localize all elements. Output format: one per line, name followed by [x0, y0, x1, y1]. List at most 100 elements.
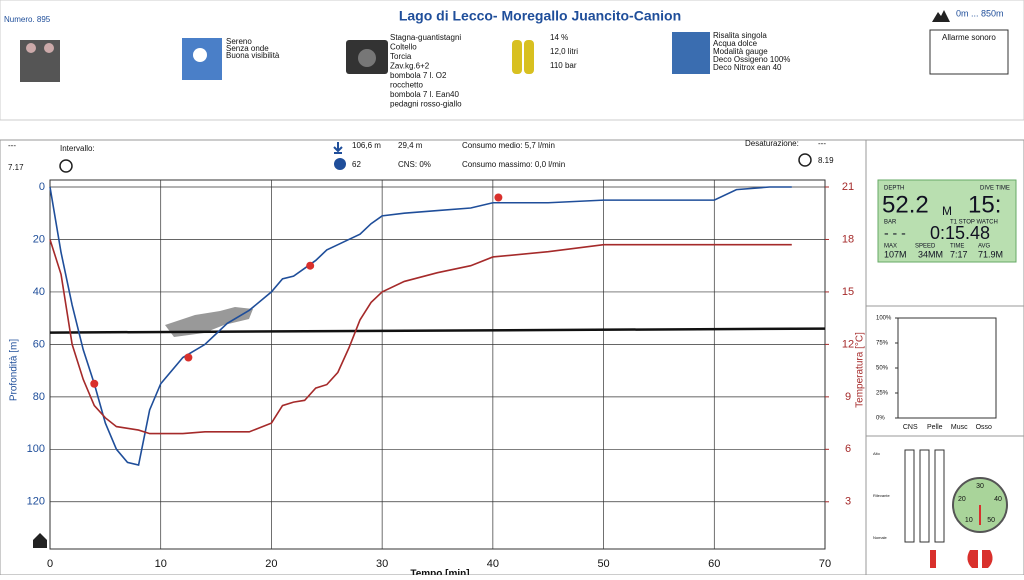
- marker: [90, 379, 99, 388]
- log-number: Numero. 895: [4, 15, 51, 24]
- saturation-level: Rilevante: [873, 493, 890, 498]
- series-line: [49, 239, 792, 435]
- saturation-column: [919, 449, 930, 543]
- alarm: Allarme sonoro: [942, 33, 996, 42]
- tissue-category: Osso: [976, 424, 992, 431]
- equipment-item: Torcia: [390, 52, 412, 61]
- tissue-category: Pelle: [927, 424, 943, 431]
- y2-tick-label: 15: [842, 286, 854, 298]
- marker: [184, 353, 193, 362]
- y-axis-label: Profondità [m]: [9, 339, 20, 401]
- y-tick-label: 60: [33, 338, 45, 350]
- lcd-max: 107M: [884, 249, 907, 259]
- start-dash: ---: [8, 141, 16, 150]
- x-tick-label: 40: [487, 558, 499, 570]
- note: Deco Ossigeno 100%: [713, 55, 790, 64]
- series-line: [49, 186, 792, 467]
- saturation-column: [904, 449, 915, 543]
- equipment-item: Zav.kg.6+2: [390, 62, 430, 71]
- x-tick-label: 30: [376, 558, 388, 570]
- equipment-item: Stagna-guantistagni: [390, 33, 461, 42]
- tissue-tick-label: 25%: [876, 391, 889, 397]
- depth-icon: [333, 142, 343, 154]
- end-clock-icon: [798, 153, 812, 167]
- lcd-stopwatch: 0:15.48: [930, 223, 990, 243]
- note: Acqua dolce: [713, 39, 758, 48]
- tissue-tick-label: 100%: [876, 316, 892, 322]
- avg-depth: 29,4 m: [398, 141, 423, 150]
- condition: Sereno: [226, 37, 252, 46]
- lcd-time2: 7:17: [950, 249, 968, 259]
- lcd-depth: 52.2: [882, 191, 929, 218]
- saturation-level: Alto: [873, 451, 881, 456]
- tissue-tick-label: 0%: [876, 416, 885, 422]
- desat-value: ---: [818, 139, 826, 148]
- gauge-tick: 30: [976, 483, 984, 490]
- header-panel: [0, 0, 1024, 121]
- condition: Buona visibilità: [226, 51, 280, 60]
- condition: Senza onde: [226, 44, 269, 53]
- cns: CNS: 0%: [398, 160, 431, 169]
- y-tick-label: 80: [33, 391, 45, 403]
- saturation-column: [934, 449, 945, 543]
- x-tick-label: 60: [708, 558, 720, 570]
- y2-tick-label: 6: [845, 443, 851, 455]
- lens: [358, 49, 376, 67]
- lcd-time-label: DIVE TIME: [980, 186, 1010, 192]
- gauge-tick: 10: [965, 517, 973, 524]
- tissue-plot: [897, 317, 997, 419]
- lcd-bar: - - -: [884, 225, 906, 241]
- equipment-item: rocchetto: [390, 81, 423, 90]
- diver-photo: [672, 32, 710, 74]
- tanks-icon: [512, 40, 534, 74]
- note: Deco Nitrox ean 40: [713, 63, 782, 72]
- saturation-level: Nomale: [873, 535, 888, 540]
- max-consumption: Consumo massimo: 0,0 l/min: [462, 160, 565, 169]
- x-tick-label: 0: [47, 558, 53, 570]
- x-tick-label: 50: [597, 558, 609, 570]
- duration: 62: [352, 160, 361, 169]
- start-time: 7.17: [8, 163, 24, 172]
- y-tick-label: 20: [33, 233, 45, 245]
- y-tick-label: 120: [27, 496, 45, 508]
- gauge-tick: 40: [994, 496, 1002, 503]
- y2-tick-label: 3: [845, 496, 851, 508]
- note: Risalita singola: [713, 31, 767, 40]
- lcd-max-label: MAX: [884, 244, 897, 250]
- max-depth: 106,6 m: [352, 141, 381, 150]
- reference-line: [49, 327, 826, 334]
- tissue-category: CNS: [903, 424, 918, 431]
- chart-panel: [0, 139, 867, 576]
- equipment-item: bombola 7 l. O2: [390, 71, 447, 80]
- equipment-item: Coltello: [390, 43, 417, 52]
- home-icon: [33, 533, 47, 548]
- x-tick-label: 20: [265, 558, 277, 570]
- dive-title: Lago di Lecco- Moregallo Juancito-Canion: [399, 8, 681, 24]
- marker: [494, 193, 503, 202]
- alarm-box: [929, 29, 1009, 75]
- avg-consumption: Consumo medio: 5,7 l/min: [462, 141, 555, 150]
- desaturation: Desaturazione:: [745, 139, 799, 148]
- y2-tick-label: 18: [842, 233, 854, 245]
- lcd-bar-label: BAR: [884, 220, 897, 226]
- x-tick-label: 10: [155, 558, 167, 570]
- lungs-icon: [967, 550, 993, 568]
- lcd: [877, 179, 1017, 263]
- clock-icon: [59, 159, 73, 173]
- y-tick-label: 0: [39, 181, 45, 193]
- gas-item: 12,0 litri: [550, 47, 578, 56]
- tissue-tick-label: 75%: [876, 341, 889, 347]
- divers-icon: [20, 40, 60, 82]
- lcd-time: 15:: [968, 191, 1001, 218]
- lcd-depth-unit: M: [942, 204, 952, 218]
- tank-icon: [930, 550, 936, 568]
- note: Modalità gauge: [713, 47, 768, 56]
- plot-area: [49, 179, 826, 550]
- marker: [306, 261, 315, 270]
- lcd-speed-label: SPEED: [915, 244, 936, 250]
- gauge-tick: 50: [987, 517, 995, 524]
- x-tick-label: 70: [819, 558, 831, 570]
- lcd-depth-label: DEPTH: [884, 186, 904, 192]
